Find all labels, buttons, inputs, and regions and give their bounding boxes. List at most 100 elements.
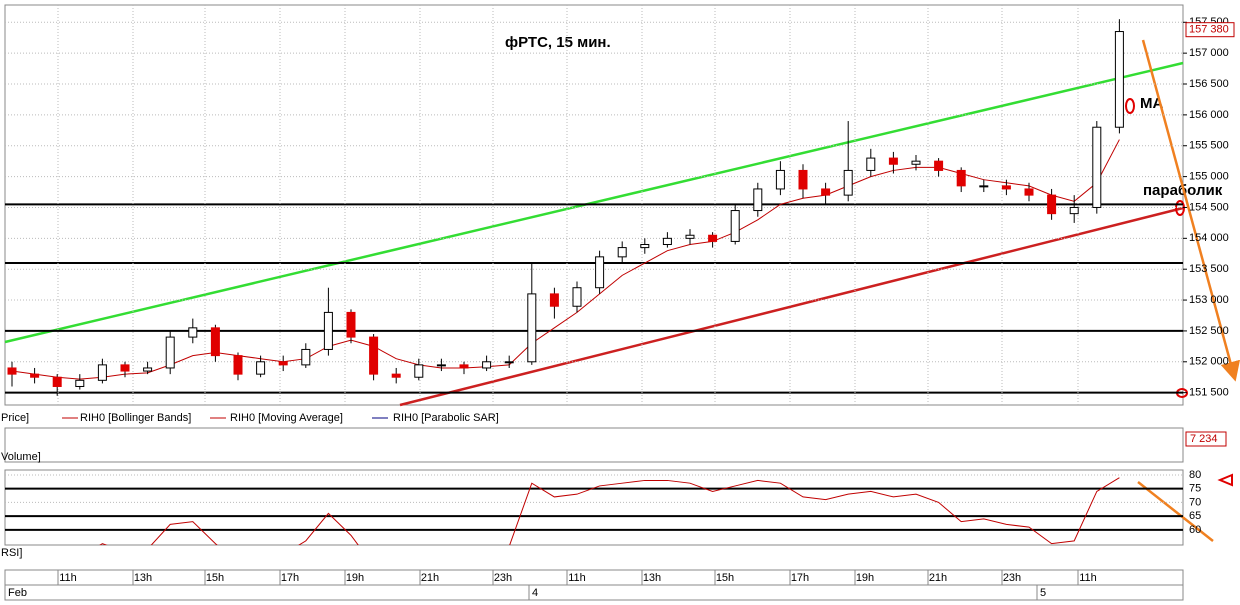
chart-title: фРТС, 15 мин. — [505, 34, 611, 51]
last-price: 157 380 — [1189, 24, 1229, 36]
volume-box — [1185, 431, 1227, 447]
date-label: 5 — [1040, 587, 1046, 599]
rsi-panel — [4, 469, 1184, 546]
candle-body — [482, 361, 492, 369]
candle-body — [301, 348, 311, 366]
rsi-tick-label: 70 — [1189, 496, 1201, 508]
candle-body — [504, 361, 514, 364]
candle-body — [911, 160, 921, 165]
candle-body — [210, 327, 220, 357]
candle-body — [956, 169, 966, 187]
candle-body — [143, 367, 153, 372]
y-tick-label: 154 500 — [1189, 201, 1229, 213]
candle-body — [888, 157, 898, 165]
rsi-tick-label: 60 — [1189, 524, 1201, 536]
candle-body — [323, 311, 333, 350]
candle-body — [7, 367, 17, 375]
candle-body — [821, 188, 831, 196]
candle-body — [346, 311, 356, 338]
marker — [1217, 473, 1233, 487]
legend-item: RIH0 [Parabolic SAR] — [393, 412, 499, 424]
candle-body — [1069, 206, 1079, 215]
y-tick-label: 153 500 — [1189, 263, 1229, 275]
candle-body — [1047, 194, 1057, 215]
candle-body — [1001, 185, 1011, 190]
x-tick-label: 13h — [643, 572, 661, 584]
x-tick-label: 11h — [568, 572, 586, 584]
rsi-tick-label: 65 — [1189, 510, 1201, 522]
legend-item: RIH0 [Moving Average] — [230, 412, 343, 424]
candle-body — [52, 376, 62, 387]
candle-body — [414, 364, 424, 378]
candle-body — [843, 169, 853, 196]
rsi-tick-label: 80 — [1189, 469, 1201, 481]
x-tick-label: 11h — [1079, 572, 1097, 584]
candle-body — [436, 364, 446, 367]
candle-body — [708, 234, 718, 242]
candle-body — [1092, 126, 1102, 208]
volume-panel — [4, 427, 1184, 463]
x-tick-label: 17h — [281, 572, 299, 584]
y-tick-label: 151 500 — [1189, 387, 1229, 399]
marker — [1125, 98, 1135, 114]
candle-body — [369, 336, 379, 375]
y-tick-label: 156 500 — [1189, 78, 1229, 90]
volume-last: 7 234 — [1190, 433, 1218, 445]
x-tick-label: 15h — [716, 572, 734, 584]
x-tick-label: 21h — [421, 572, 439, 584]
panel-label: RSI] — [1, 547, 22, 559]
candle-body — [1114, 31, 1124, 128]
y-tick-label: 152 500 — [1189, 325, 1229, 337]
rsi-line — [99, 477, 1120, 545]
candle-body — [75, 379, 85, 387]
x-tick-label: 19h — [856, 572, 874, 584]
candle-body — [595, 256, 605, 289]
candle-body — [753, 188, 763, 212]
candle-body — [459, 364, 469, 369]
arrow — [1137, 481, 1214, 542]
arrow — [1141, 39, 1240, 382]
candle-body — [233, 355, 243, 375]
y-tick-label: 154 000 — [1189, 232, 1229, 244]
last-price-box — [1185, 22, 1235, 38]
x-tick-label: 17h — [791, 572, 809, 584]
x-tick-label: 23h — [1003, 572, 1021, 584]
y-tick-label: 152 000 — [1189, 356, 1229, 368]
y-tick-label: 156 000 — [1189, 109, 1229, 121]
y-tick-label: 157 000 — [1189, 47, 1229, 59]
trend-line — [4, 61, 1184, 344]
annotation: MA — [1140, 95, 1163, 112]
panel-label: Volume] — [1, 451, 41, 463]
candle-body — [165, 336, 175, 369]
candle-body — [278, 361, 288, 366]
date-label: 4 — [532, 587, 538, 599]
legend-item: Price] — [1, 412, 29, 424]
trend-line — [399, 206, 1184, 407]
x-tick-label: 13h — [134, 572, 152, 584]
candle-body — [866, 157, 876, 171]
candle-body — [979, 185, 989, 188]
date-label: Feb — [8, 587, 27, 599]
candle-body — [549, 293, 559, 307]
y-tick-label: 153 000 — [1189, 294, 1229, 306]
candle-body — [256, 361, 266, 375]
y-tick-label: 155 500 — [1189, 140, 1229, 152]
candle-body — [640, 244, 650, 249]
y-tick-label: 155 000 — [1189, 171, 1229, 183]
candle-body — [527, 293, 537, 363]
candle-body — [775, 169, 785, 190]
candle-body — [120, 364, 130, 372]
candle-body — [188, 327, 198, 338]
candle-body — [662, 237, 672, 246]
candle-body — [730, 210, 740, 242]
candle-body — [798, 169, 808, 190]
candle-body — [30, 373, 40, 378]
rsi-group — [99, 477, 1120, 545]
rsi-tick-label: 75 — [1189, 483, 1201, 495]
x-tick-label: 19h — [346, 572, 364, 584]
x-tick-label: 11h — [59, 572, 77, 584]
candle-body — [617, 247, 627, 258]
candle-body — [572, 287, 582, 307]
legend-item: RIH0 [Bollinger Bands] — [80, 412, 191, 424]
